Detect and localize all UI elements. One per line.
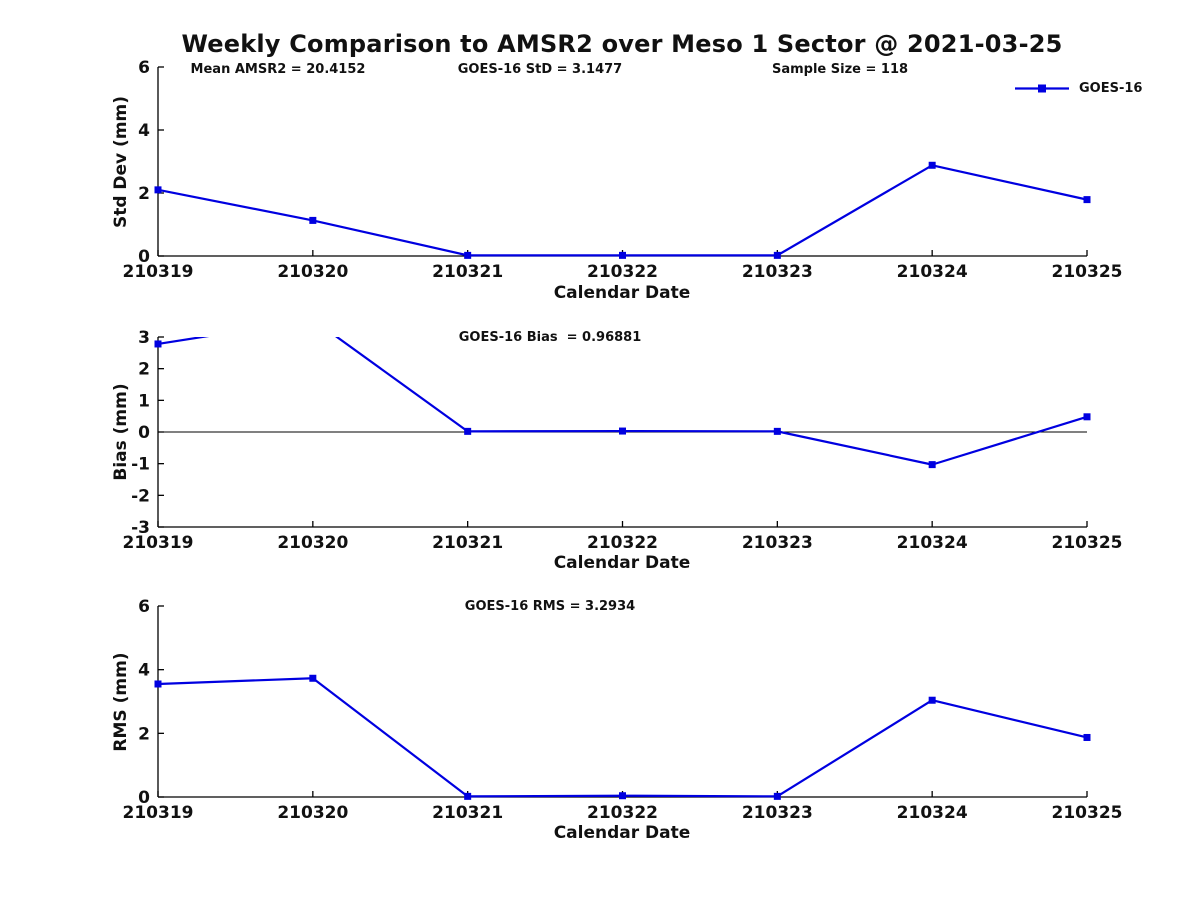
bias-x-axis-label: Calendar Date bbox=[553, 553, 691, 573]
x-tick-label: 210321 bbox=[432, 533, 503, 553]
data-marker bbox=[464, 251, 472, 259]
data-marker bbox=[928, 461, 936, 469]
y-tick-label: 0 bbox=[138, 247, 150, 267]
y-tick-label: 2 bbox=[138, 184, 150, 204]
legend-entry-goes16: GOES-16 bbox=[1079, 81, 1143, 96]
data-marker bbox=[154, 680, 162, 688]
data-marker bbox=[154, 340, 162, 348]
data-line bbox=[157, 337, 1088, 466]
stat-mean-amsr2: Mean AMSR2 = 20.4152 bbox=[190, 62, 366, 77]
data-marker bbox=[1083, 733, 1091, 741]
x-tick-label: 210319 bbox=[123, 262, 194, 282]
x-tick-label: 210324 bbox=[897, 803, 968, 823]
data-marker bbox=[1083, 196, 1091, 204]
y-tick-label: -3 bbox=[131, 518, 150, 538]
rms-y-axis-label: RMS (mm) bbox=[111, 652, 131, 752]
x-tick-label: 210323 bbox=[742, 533, 813, 553]
y-tick-label: 2 bbox=[138, 724, 150, 744]
y-tick-label: 6 bbox=[138, 58, 150, 78]
data-marker bbox=[619, 427, 626, 435]
y-tick-label: 4 bbox=[138, 661, 150, 681]
stat-goes16-rms: GOES-16 RMS = 3.2934 bbox=[464, 599, 636, 614]
data-marker bbox=[773, 427, 781, 435]
x-tick-label: 210323 bbox=[742, 803, 813, 823]
y-tick-label: 6 bbox=[138, 597, 150, 617]
x-tick-label: 210325 bbox=[1052, 262, 1123, 282]
legend: GOES-16 bbox=[1014, 81, 1142, 96]
x-tick-label: 210319 bbox=[123, 533, 194, 553]
y-tick-label: -1 bbox=[131, 455, 150, 475]
data-marker bbox=[928, 696, 936, 704]
y-tick-label: 1 bbox=[138, 391, 150, 411]
stddev-plot: 0 2 4 6 210319 210320 210321 210322 210323 210324… bbox=[123, 58, 1123, 282]
legend-line-icon bbox=[1015, 84, 1069, 93]
stddev-y-axis-label: Std Dev (mm) bbox=[111, 95, 131, 229]
y-tick-label: 0 bbox=[138, 423, 150, 443]
data-marker bbox=[619, 792, 626, 800]
x-tick-label: 210324 bbox=[897, 533, 968, 553]
stat-goes16-std: GOES-16 StD = 3.1477 bbox=[457, 62, 623, 77]
data-marker bbox=[309, 216, 317, 224]
y-tick-label: 2 bbox=[138, 360, 150, 380]
x-tick-label: 210322 bbox=[587, 803, 658, 823]
rms-plot: 0 2 4 6 210319 210320 210321 210322 210323 210324… bbox=[123, 597, 1123, 823]
y-tick-label: 0 bbox=[138, 788, 150, 808]
chart-title: Weekly Comparison to AMSR2 over Meso 1 S… bbox=[181, 30, 1063, 58]
stat-goes16-bias: GOES-16 Bias = 0.96881 bbox=[458, 330, 642, 345]
data-marker bbox=[464, 427, 472, 435]
series-group bbox=[154, 674, 1091, 800]
data-marker bbox=[309, 674, 317, 682]
series-group bbox=[154, 337, 1091, 469]
x-tick-label: 210323 bbox=[742, 262, 813, 282]
data-marker bbox=[154, 186, 162, 194]
y-tick-label: -2 bbox=[131, 486, 150, 506]
data-marker bbox=[773, 792, 781, 800]
data-line bbox=[157, 164, 1088, 257]
x-tick-label: 210322 bbox=[587, 262, 658, 282]
x-tick-label: 210321 bbox=[432, 262, 503, 282]
series-group bbox=[154, 161, 1091, 259]
data-marker bbox=[928, 161, 936, 169]
rms-x-axis-label: Calendar Date bbox=[553, 823, 691, 843]
data-marker bbox=[464, 792, 472, 800]
stat-sample-size: Sample Size = 118 bbox=[771, 62, 909, 77]
x-tick-label: 210322 bbox=[587, 533, 658, 553]
data-marker bbox=[619, 251, 626, 259]
bias-plot: -3 -2 -1 0 1 2 3 210319 210320 210321 210322 210323… bbox=[123, 328, 1123, 553]
x-tick-label: 210321 bbox=[432, 803, 503, 823]
y-tick-label: 4 bbox=[138, 121, 150, 141]
data-marker bbox=[773, 251, 781, 259]
x-tick-label: 210324 bbox=[897, 262, 968, 282]
data-marker bbox=[1083, 413, 1091, 421]
data-line bbox=[157, 677, 1088, 798]
bias-y-axis-label: Bias (mm) bbox=[111, 383, 131, 481]
x-tick-label: 210320 bbox=[277, 533, 348, 553]
x-tick-label: 210319 bbox=[123, 803, 194, 823]
stddev-x-axis-label: Calendar Date bbox=[553, 283, 691, 303]
x-tick-label: 210325 bbox=[1052, 803, 1123, 823]
y-tick-label: 3 bbox=[138, 328, 150, 348]
x-tick-label: 210320 bbox=[277, 262, 348, 282]
x-tick-label: 210320 bbox=[277, 803, 348, 823]
x-tick-label: 210325 bbox=[1052, 533, 1123, 553]
